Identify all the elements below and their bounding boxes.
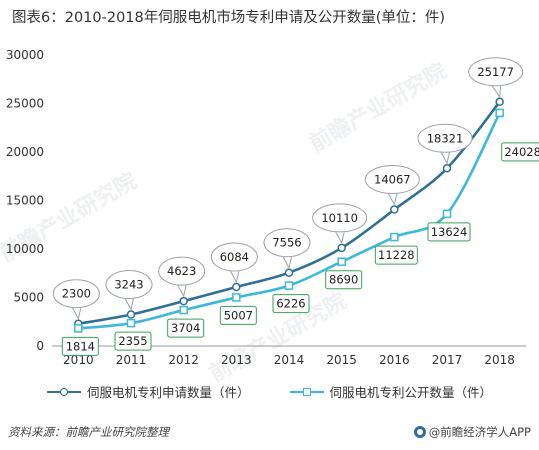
data-label-box-series2: [61, 336, 99, 356]
callout-pointer: [228, 268, 240, 284]
data-point-marker: [179, 305, 188, 315]
x-tick-label: 2014: [274, 353, 305, 367]
data-label-box-series2: [501, 142, 539, 162]
callout-bubble: [468, 57, 524, 87]
data-label-series1: 25177: [477, 65, 514, 79]
data-label-box-series2: [427, 222, 471, 242]
y-tick-label: 15000: [6, 194, 44, 208]
data-label-series2: 2355: [118, 334, 147, 348]
callout-bubble: [312, 203, 368, 233]
callout-pointer: [176, 282, 188, 298]
legend-item-series1: 伺服电机专利申请数量（件）: [46, 382, 250, 401]
legend-swatch-series1: [46, 387, 81, 397]
data-label-box-series2: [114, 331, 152, 351]
callout-bubble: [105, 270, 153, 300]
data-point-marker: [232, 282, 241, 292]
x-tick-label: 2011: [116, 353, 147, 367]
data-point-marker: [232, 293, 241, 302]
x-tick-label: 2016: [379, 353, 410, 367]
x-tick-label: 2013: [221, 353, 252, 367]
y-tick-label: 25000: [6, 97, 44, 111]
data-point-marker: [179, 296, 188, 306]
data-label-series1: 14067: [374, 173, 411, 187]
data-label-box-series2: [272, 294, 310, 314]
y-tick-label: 20000: [6, 145, 44, 159]
data-label-series2: 6226: [276, 297, 305, 311]
callout-bubble: [263, 228, 311, 258]
data-label-series2: 8690: [329, 273, 358, 287]
series-line-1: [78, 100, 501, 325]
callout-pointer: [490, 83, 502, 99]
brand-credit-text: @前瞻经济学人APP: [428, 425, 531, 439]
x-tick-label: 2018: [484, 353, 515, 367]
data-label-series2: 5007: [224, 308, 253, 322]
brand-credit: @前瞻经济学人APP: [413, 424, 531, 440]
chart-title: 图表6：2010-2018年伺服电机市场专利申请及公开数量(单位：件): [12, 10, 446, 26]
data-label-series2: 1814: [66, 339, 95, 353]
data-point-marker: [126, 318, 136, 328]
callout-bubble: [364, 165, 420, 195]
data-label-series1: 4623: [167, 264, 196, 278]
data-label-series1: 10110: [321, 211, 358, 225]
data-point-marker: [126, 310, 136, 319]
legend-item-series2: 伺服电机专利公开数量（件）: [289, 382, 493, 401]
brand-logo-icon: [413, 426, 426, 438]
data-label-series1: 3243: [114, 278, 143, 292]
callout-pointer: [123, 296, 135, 311]
data-point-marker: [495, 108, 504, 118]
chart-legend: 伺服电机专利申请数量（件） 伺服电机专利公开数量（件）: [0, 382, 539, 401]
data-point-marker: [284, 268, 294, 277]
data-point-marker: [337, 243, 346, 253]
data-point-marker: [284, 281, 294, 290]
line-chart: 0 5000 10000 15000 20000 25000 30000 2010 2011 20…: [6, 48, 539, 367]
data-label-series1: 7556: [272, 236, 301, 250]
callout-pointer: [70, 305, 82, 321]
y-tick-label: 30000: [6, 48, 44, 62]
callout-pointer: [386, 191, 398, 206]
y-tick-label: 5000: [13, 291, 44, 305]
data-label-box-series2: [167, 318, 205, 338]
data-label-series1: 2300: [62, 287, 91, 301]
data-point-marker: [495, 97, 504, 107]
data-point-marker: [337, 257, 346, 266]
data-label-box-series2: [374, 245, 418, 265]
callout-bubble: [52, 279, 100, 309]
data-label-series2: 24028: [504, 145, 539, 159]
legend-label-series2: 伺服电机专利公开数量（件）: [329, 385, 493, 400]
callout-pointer: [439, 150, 451, 165]
data-point-marker: [442, 209, 452, 219]
callout-bubble: [158, 256, 206, 286]
data-label-series1: 18321: [427, 131, 464, 145]
callout-pointer: [334, 229, 346, 245]
data-label-series2: 11228: [378, 248, 415, 262]
data-label-series2: 3704: [171, 321, 200, 335]
callout-bubble: [417, 123, 473, 153]
y-tick-label: 0: [36, 339, 44, 353]
callout-pointer: [281, 254, 293, 270]
y-tick-label: 10000: [6, 242, 44, 256]
data-label-box-series2: [219, 305, 257, 325]
data-point-marker: [442, 164, 452, 173]
x-tick-label: 2012: [168, 353, 199, 367]
data-label-series2: 13624: [431, 225, 468, 239]
data-point-marker: [390, 205, 399, 214]
data-label-box-series2: [325, 270, 363, 290]
x-tick-label: 2010: [63, 353, 94, 367]
callout-bubble: [210, 242, 258, 272]
x-tick-label: 2017: [432, 353, 463, 367]
data-label-series1: 6084: [220, 250, 249, 264]
data-point-marker: [390, 232, 399, 242]
source-note: 资料来源：前瞻产业研究院整理: [8, 425, 169, 439]
x-tick-label: 2015: [326, 353, 357, 367]
legend-label-series1: 伺服电机专利申请数量（件）: [86, 385, 250, 400]
legend-swatch-series2: [289, 387, 324, 397]
data-point-marker: [74, 324, 83, 333]
